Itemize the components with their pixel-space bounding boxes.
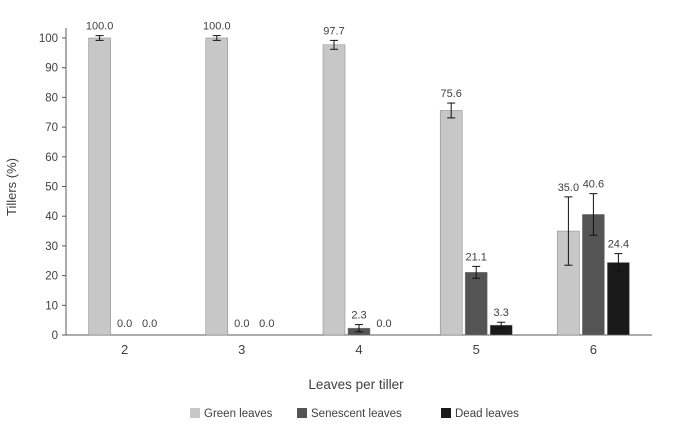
value-label: 40.6 bbox=[583, 179, 604, 191]
bar-dead-leaves bbox=[607, 262, 630, 336]
value-label: 0.0 bbox=[376, 318, 391, 330]
value-label: 0.0 bbox=[259, 318, 274, 330]
y-tick-label: 0 bbox=[52, 330, 58, 342]
legend-swatch-dead-leaves bbox=[441, 408, 451, 418]
x-tick-label: 2 bbox=[121, 342, 128, 357]
legend: Green leaves Senescent leaves Dead leave… bbox=[190, 408, 519, 420]
y-tick-label: 30 bbox=[45, 241, 58, 253]
bar-green-leaves bbox=[322, 44, 346, 336]
y-tick-label: 100 bbox=[39, 33, 58, 45]
y-tick-label: 90 bbox=[45, 63, 58, 75]
y-tick-label: 40 bbox=[45, 211, 58, 223]
y-tick-label: 50 bbox=[45, 182, 58, 194]
bar-green-leaves bbox=[205, 37, 229, 336]
value-label: 75.6 bbox=[440, 88, 461, 100]
y-tick-label: 70 bbox=[45, 122, 58, 134]
value-label: 0.0 bbox=[117, 318, 132, 330]
value-label: 97.7 bbox=[323, 25, 344, 37]
x-tick-label: 4 bbox=[355, 342, 362, 357]
x-tick-label: 3 bbox=[238, 342, 245, 357]
bar-green-leaves bbox=[88, 37, 111, 336]
y-tick-label: 20 bbox=[45, 271, 58, 283]
value-label: 0.0 bbox=[142, 318, 157, 330]
y-tick-label: 80 bbox=[45, 92, 58, 104]
value-label: 100.0 bbox=[203, 21, 231, 33]
bar-green-leaves bbox=[439, 110, 463, 336]
bar-senescent-leaves bbox=[464, 272, 488, 336]
value-label: 0.0 bbox=[234, 318, 249, 330]
value-label: 2.3 bbox=[351, 310, 366, 322]
legend-swatch-senescent-leaves bbox=[297, 408, 307, 418]
y-tick-label: 60 bbox=[45, 152, 58, 164]
legend-label-dead-leaves: Dead leaves bbox=[455, 408, 519, 420]
value-label: 24.4 bbox=[608, 239, 629, 251]
legend-label-senescent-leaves: Senescent leaves bbox=[311, 408, 402, 420]
y-tick-label: 10 bbox=[45, 300, 58, 312]
value-label: 3.3 bbox=[494, 307, 509, 319]
legend-swatch-green-leaves bbox=[190, 408, 200, 418]
x-axis-title: Leaves per tiller bbox=[308, 377, 404, 392]
x-tick-label: 5 bbox=[473, 342, 480, 357]
legend-label-green-leaves: Green leaves bbox=[204, 408, 273, 420]
y-axis-title: Tillers (%) bbox=[4, 158, 19, 216]
value-label: 100.0 bbox=[86, 21, 114, 33]
value-label: 21.1 bbox=[465, 251, 486, 263]
x-tick-label: 6 bbox=[590, 342, 597, 357]
plot-area: 0 10 20 30 40 50 60 70 80 90 100 2 100.0 0.0 0.0 3 100.0… bbox=[39, 21, 652, 357]
value-label: 35.0 bbox=[558, 182, 579, 194]
